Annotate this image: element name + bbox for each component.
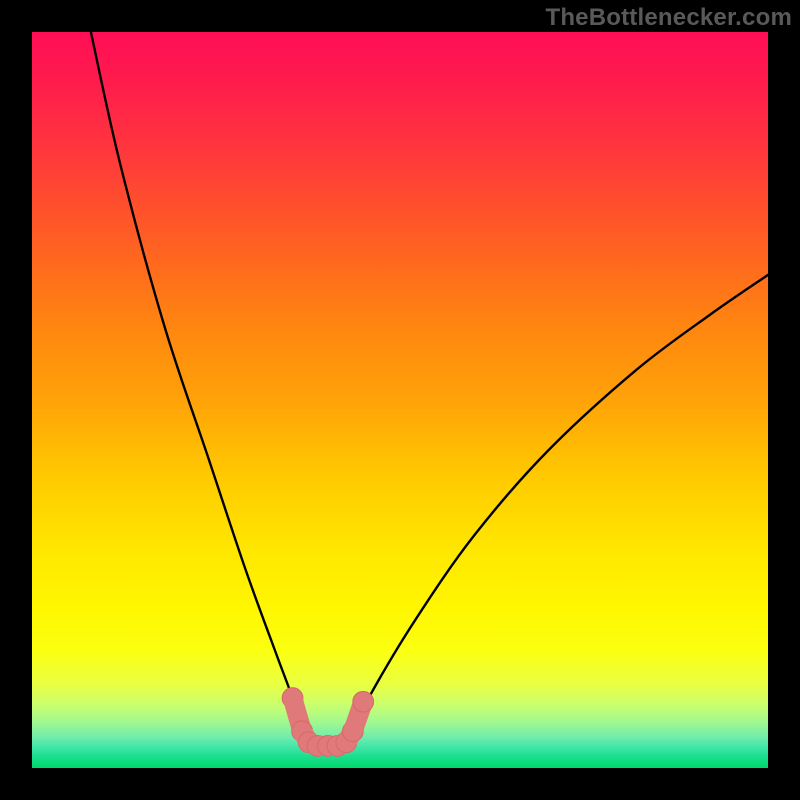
gradient-background	[32, 32, 768, 768]
plot-area	[32, 32, 768, 768]
watermark-text: TheBottlenecker.com	[545, 4, 792, 32]
bottom-marker	[353, 691, 374, 712]
